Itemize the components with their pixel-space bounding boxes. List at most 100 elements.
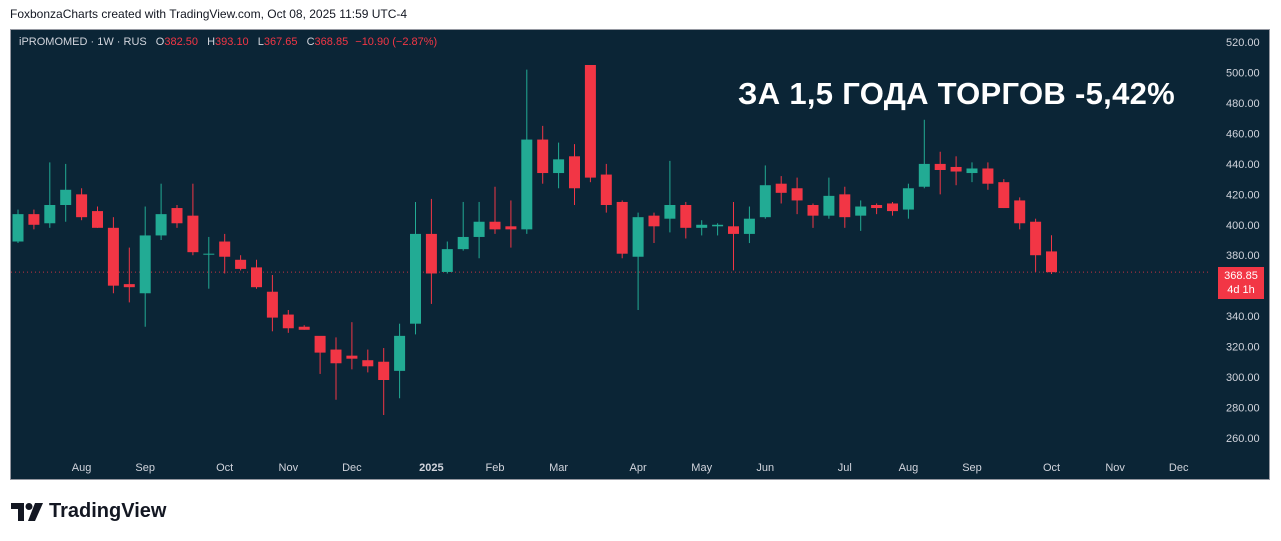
candle-body	[569, 156, 580, 189]
candle-body	[457, 236, 469, 250]
candle-body	[60, 189, 72, 205]
y-tick-label: 520.00	[1226, 37, 1260, 49]
candle-body	[839, 194, 851, 218]
y-tick-label: 480.00	[1226, 98, 1260, 110]
tradingview-logo-icon	[11, 502, 43, 521]
candle-body	[807, 205, 819, 216]
candle-body	[743, 218, 755, 234]
x-tick-label: Aug	[72, 462, 92, 474]
last-price-badge: 368.85 4d 1h	[1218, 267, 1264, 299]
ohlc-legend: iPROMOMED · 1W · RUS O382.50 H393.10 L36…	[19, 36, 437, 48]
legend-open-label: O	[155, 36, 165, 48]
chart-panel[interactable]: 260.00280.00300.00320.00340.00360.00380.…	[10, 29, 1270, 480]
candle-body	[123, 284, 135, 288]
candle-body	[887, 203, 898, 212]
candle-body	[1014, 200, 1026, 224]
candle-body	[537, 139, 549, 174]
y-tick-label: 420.00	[1226, 189, 1260, 201]
x-tick-label: Sep	[135, 462, 155, 474]
legend-high-value: 393.10	[215, 36, 249, 48]
x-tick-label: Jun	[756, 462, 774, 474]
candle-body	[314, 335, 326, 353]
candle-body	[139, 235, 151, 294]
candle-body	[966, 168, 978, 174]
y-tick-label: 340.00	[1226, 311, 1260, 323]
legend-low-value: 367.65	[263, 36, 298, 48]
candle-body	[362, 360, 374, 367]
candle-body	[521, 139, 533, 230]
tradingview-logo[interactable]: TradingView	[11, 500, 166, 523]
candle-body	[616, 201, 628, 254]
candle-body	[918, 163, 930, 187]
x-tick-label: Dec	[342, 462, 362, 474]
x-tick-label: Oct	[1043, 462, 1060, 474]
y-tick-label: 260.00	[1226, 433, 1260, 445]
candle-body	[76, 194, 88, 218]
candle-body	[394, 335, 406, 371]
candlestick-chart[interactable]: 260.00280.00300.00320.00340.00360.00380.…	[11, 30, 1269, 479]
legend-change: −10.90 (−2.87%)	[355, 36, 438, 48]
x-tick-label: May	[691, 462, 712, 474]
candle-body	[489, 221, 501, 230]
candle-body	[728, 226, 739, 234]
candle-body	[871, 205, 883, 209]
x-tick-label: Dec	[1169, 462, 1189, 474]
x-tick-label: 2025	[419, 462, 443, 474]
candle-body	[282, 314, 294, 329]
candle-body	[330, 349, 342, 364]
x-tick-label: Nov	[279, 462, 299, 474]
candle-body	[998, 182, 1010, 209]
candle-body	[934, 163, 946, 170]
candle-body	[12, 214, 24, 242]
candle-body	[696, 224, 708, 228]
candle-body	[187, 215, 199, 253]
y-tick-label: 320.00	[1226, 342, 1260, 354]
x-tick-label: Nov	[1105, 462, 1125, 474]
candle-body	[712, 224, 724, 227]
candle-body	[92, 211, 103, 228]
candle-body	[775, 183, 787, 193]
x-tick-label: Jul	[838, 462, 852, 474]
candle-body	[902, 188, 914, 210]
y-tick-label: 400.00	[1226, 220, 1260, 232]
candle-body	[600, 174, 612, 205]
candle-body	[553, 159, 565, 174]
candle-body	[982, 168, 994, 184]
legend-high-label: H	[207, 36, 216, 48]
chart-attribution: FoxbonzaCharts created with TradingView.…	[10, 7, 408, 21]
x-tick-label: Oct	[216, 462, 233, 474]
candle-body	[791, 188, 803, 201]
candle-body	[410, 233, 421, 324]
candle-body	[251, 267, 262, 288]
candle-body	[632, 217, 644, 257]
candle-body	[950, 166, 962, 172]
y-tick-label: 300.00	[1226, 372, 1260, 384]
y-tick-label: 380.00	[1226, 250, 1260, 262]
y-tick-label: 460.00	[1226, 128, 1260, 140]
candle-body	[1030, 221, 1042, 256]
legend-close-label: C	[306, 36, 315, 48]
legend-low-label: L	[257, 36, 264, 48]
x-tick-label: Mar	[549, 462, 568, 474]
legend-open-value: 382.50	[164, 36, 199, 48]
x-tick-label: Sep	[962, 462, 982, 474]
candle-body	[171, 208, 183, 224]
tradingview-brand-text: TradingView	[49, 500, 167, 522]
x-tick-label: Aug	[899, 462, 919, 474]
candle-body	[505, 226, 517, 230]
y-tick-label: 280.00	[1226, 402, 1260, 414]
candle-body	[107, 227, 119, 286]
candle-body	[584, 65, 596, 178]
candle-body	[378, 361, 390, 380]
candle-body	[155, 214, 167, 236]
candle-body	[425, 233, 437, 274]
candle-body	[28, 214, 40, 225]
candle-body	[823, 195, 835, 216]
candle-body	[680, 205, 692, 228]
candle-body	[664, 205, 676, 219]
chart-annotation-headline: ЗА 1,5 ГОДА ТОРГОВ -5,42%	[738, 76, 1176, 111]
candle-body	[759, 185, 771, 218]
y-tick-label: 440.00	[1226, 159, 1260, 171]
candle-body	[203, 253, 215, 255]
candle-body	[44, 205, 56, 224]
